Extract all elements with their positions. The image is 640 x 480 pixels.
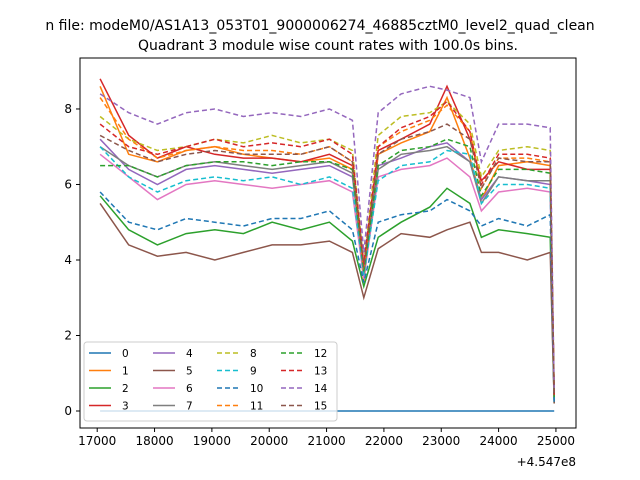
plot-frame — [79, 57, 577, 429]
y-tick-label-0: 0 — [64, 404, 72, 418]
legend-label-1: 1 — [122, 366, 129, 378]
series-lines — [99, 78, 555, 412]
series-line-6 — [99, 153, 555, 400]
x-tick-label-24000: 24000 — [479, 434, 517, 448]
legend-label-15: 15 — [314, 401, 327, 413]
legend-label-4: 4 — [186, 348, 193, 360]
x-tick-label-25000: 25000 — [537, 434, 575, 448]
series-line-2 — [99, 187, 555, 404]
legend-label-11: 11 — [250, 401, 263, 413]
legend-label-9: 9 — [250, 366, 257, 378]
y-tick-label-8: 8 — [64, 102, 72, 116]
x-tick-label-23000: 23000 — [422, 434, 460, 448]
figure-suptitle: n file: modeM0/AS1A13_053T01_9000006274_… — [45, 18, 594, 34]
legend-label-3: 3 — [122, 401, 129, 413]
legend-label-0: 0 — [122, 348, 129, 360]
legend-label-7: 7 — [186, 401, 193, 413]
y-axis: 0 2 4 6 8 — [64, 102, 80, 418]
x-tick-label-20000: 20000 — [250, 434, 288, 448]
legend-label-8: 8 — [250, 348, 257, 360]
legend-label-14: 14 — [314, 383, 328, 395]
x-tick-label-17000: 17000 — [78, 434, 116, 448]
y-tick-label-2: 2 — [64, 329, 72, 343]
legend-label-5: 5 — [186, 366, 193, 378]
legend-label-12: 12 — [314, 348, 327, 360]
legend-label-2: 2 — [122, 383, 129, 395]
series-line-5 — [99, 202, 555, 404]
y-tick-label-6: 6 — [64, 177, 72, 191]
legend-label-6: 6 — [186, 383, 193, 395]
series-line-11 — [99, 97, 555, 396]
x-tick-label-21000: 21000 — [307, 434, 345, 448]
x-tick-label-18000: 18000 — [135, 434, 173, 448]
series-line-12 — [100, 138, 555, 400]
x-tick-label-19000: 19000 — [193, 434, 231, 448]
series-line-13 — [99, 100, 555, 396]
legend-label-13: 13 — [314, 366, 327, 378]
legend-label-10: 10 — [250, 383, 263, 395]
series-line-10 — [99, 191, 555, 404]
series-line-9 — [99, 146, 555, 400]
series-line-14 — [99, 85, 555, 393]
x-tick-label-22000: 22000 — [365, 434, 403, 448]
legend-box — [83, 341, 338, 422]
x-offset-label: +4.547e8 — [517, 455, 576, 469]
series-line-15 — [99, 123, 555, 396]
chart-title: Quadrant 3 module wise count rates with … — [138, 38, 518, 54]
x-axis: 17000 18000 19000 20000 21000 22000 23000 24000… — [78, 428, 575, 448]
y-tick-label-4: 4 — [64, 253, 72, 267]
